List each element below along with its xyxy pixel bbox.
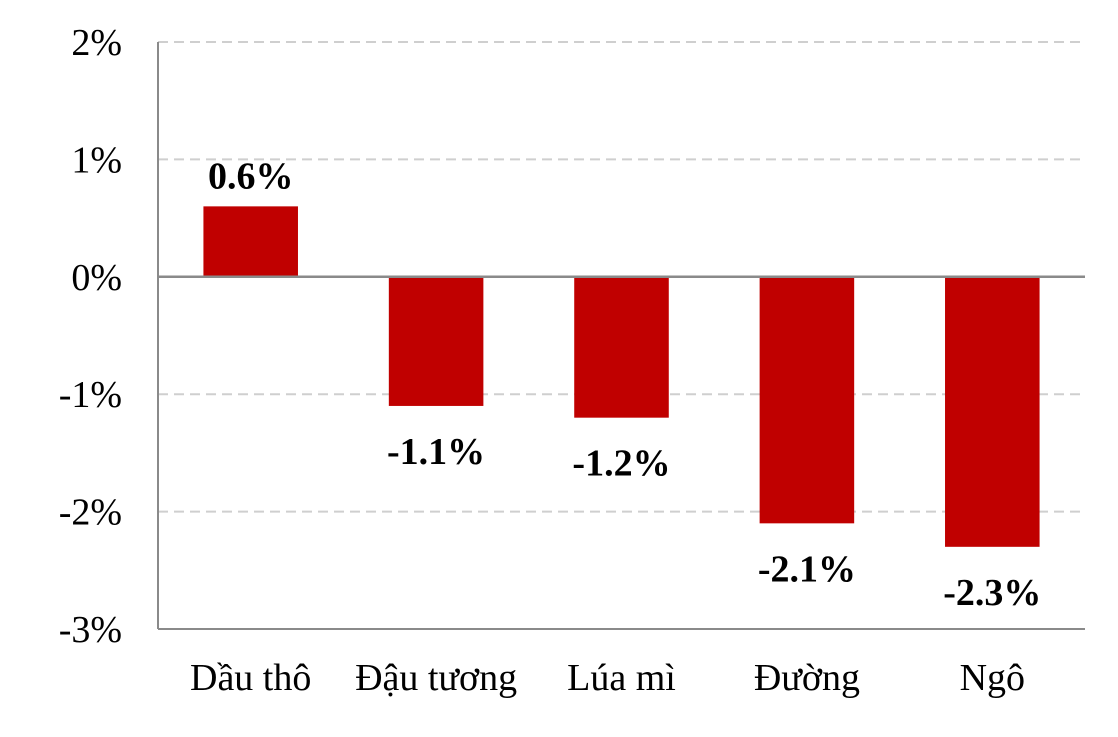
data-label: -2.1% <box>758 548 856 590</box>
x-tick-label: Đậu tương <box>355 657 517 699</box>
y-tick-label: -2% <box>59 492 122 534</box>
y-tick-label: 1% <box>71 139 122 181</box>
y-tick-label: -3% <box>59 609 122 651</box>
x-tick-label: Lúa mì <box>567 657 676 699</box>
bar <box>945 276 1040 547</box>
data-label: -1.2% <box>572 443 670 485</box>
bar <box>203 206 298 277</box>
data-label: -1.1% <box>387 431 485 473</box>
axes <box>157 42 1085 630</box>
data-label: 0.6% <box>208 155 294 197</box>
data-label: -2.3% <box>943 572 1041 614</box>
bar <box>574 276 669 418</box>
y-tick-label: 2% <box>71 22 122 64</box>
x-tick-label: Dầu thô <box>190 657 311 699</box>
bars <box>203 206 1040 547</box>
bar <box>388 276 484 406</box>
x-tick-label: Đường <box>754 657 860 699</box>
bar <box>759 276 855 524</box>
y-tick-label: -1% <box>59 374 122 416</box>
x-tick-label: Ngô <box>960 657 1025 699</box>
labels: 2% 1% 0% -1% -2% -3% 0.6% Dầu thô -1.1% Đậu tương… <box>59 22 1042 699</box>
y-tick-label: 0% <box>71 257 122 299</box>
